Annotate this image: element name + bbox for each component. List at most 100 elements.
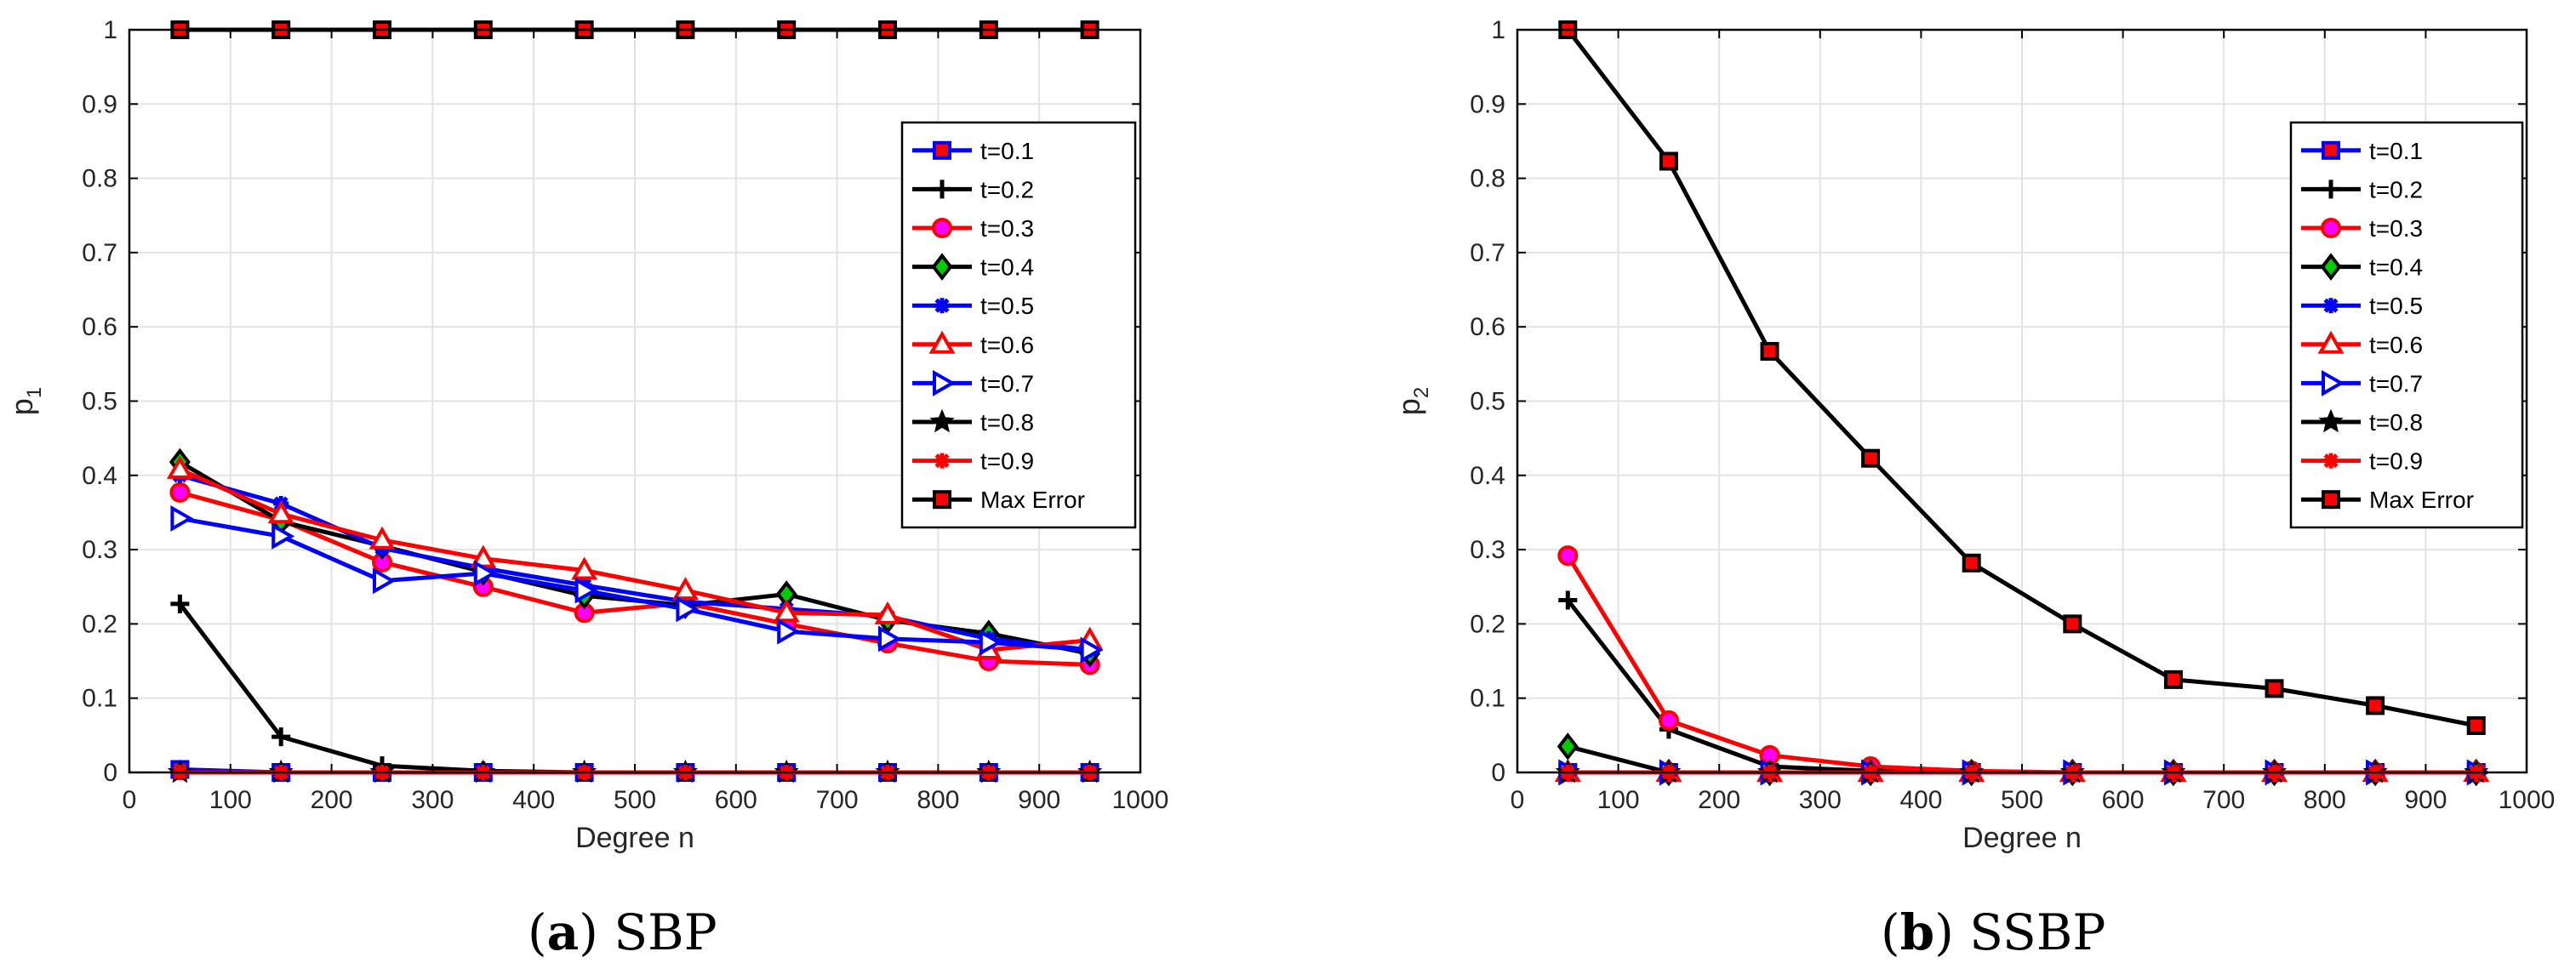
data-point <box>1558 590 1578 610</box>
y-tick-label: 0.7 <box>82 239 117 267</box>
y-tick-label: 1 <box>103 16 117 44</box>
legend-entry: t=0.9 <box>2301 448 2423 475</box>
legend-entry: Max Error <box>2301 487 2474 513</box>
data-point <box>676 595 700 623</box>
y-tick-label: 0.7 <box>1470 239 1505 267</box>
legend-marker <box>934 298 950 314</box>
legend-marker <box>2322 490 2340 510</box>
x-tick-label: 400 <box>1899 786 1942 814</box>
x-tick-label: 300 <box>1799 786 1842 814</box>
legend-entry: t=0.4 <box>912 253 1034 281</box>
x-tick-label: 600 <box>715 786 757 814</box>
x-tick-label: 700 <box>816 786 859 814</box>
legend-marker <box>933 490 951 510</box>
legend-marker <box>2322 179 2340 199</box>
legend-label: t=0.6 <box>2369 332 2423 358</box>
data-point <box>267 500 294 524</box>
x-tick-label: 300 <box>411 786 454 814</box>
legend-entry: t=0.6 <box>2301 330 2423 358</box>
caption-a: (a) SBP <box>528 903 717 961</box>
legend-marker <box>933 140 951 160</box>
data-point <box>2466 716 2486 736</box>
legend-entry: t=0.7 <box>2301 369 2423 396</box>
x-tick-label: 1000 <box>2499 786 2556 814</box>
legend-label: t=0.4 <box>980 254 1034 281</box>
legend-marker <box>933 369 957 396</box>
data-point <box>571 556 598 580</box>
data-point <box>2265 679 2284 698</box>
legend-marker <box>928 330 956 354</box>
legend-label: t=0.9 <box>980 448 1034 475</box>
x-tick-label: 500 <box>2001 786 2043 814</box>
y-tick-label: 0.4 <box>82 462 117 490</box>
legend-label: t=0.1 <box>2369 138 2423 164</box>
x-tick-label: 400 <box>512 786 555 814</box>
caption-b: (b) SSBP <box>1881 903 2106 961</box>
legend-marker <box>2322 140 2340 160</box>
legend-entry: t=0.7 <box>912 369 1034 396</box>
data-point <box>473 560 497 587</box>
legend-marker <box>932 218 952 238</box>
y-tick-label: 0 <box>103 759 117 787</box>
series-t-0-7 <box>170 504 1104 664</box>
data-point <box>773 599 800 623</box>
y-tick-label: 0.6 <box>1470 313 1505 341</box>
data-point <box>170 504 194 532</box>
legend-entry: t=0.1 <box>2301 138 2423 164</box>
data-point <box>2063 614 2082 634</box>
x-tick-label: 900 <box>2404 786 2447 814</box>
legend-marker <box>929 408 955 433</box>
x-tick-label: 900 <box>1018 786 1060 814</box>
legend-entry: t=0.8 <box>2301 408 2423 436</box>
x-tick-label: 0 <box>1511 786 1525 814</box>
x-axis-label: Degree n <box>575 822 694 854</box>
x-tick-label: 800 <box>2304 786 2346 814</box>
legend-label: t=0.1 <box>980 138 1034 164</box>
y-tick-label: 0.2 <box>82 610 117 638</box>
data-point <box>170 594 190 613</box>
x-tick-label: 0 <box>123 786 137 814</box>
legend-entry: t=0.1 <box>912 138 1034 164</box>
legend-label: t=0.3 <box>980 215 1034 242</box>
data-point <box>373 567 397 595</box>
legend-label: t=0.2 <box>980 176 1034 202</box>
x-tick-label: 600 <box>2102 786 2145 814</box>
legend-entry: Max Error <box>912 487 1085 513</box>
y-tick-label: 0.8 <box>82 165 117 193</box>
legend-entry: t=0.5 <box>2301 293 2423 319</box>
legend-marker <box>933 179 951 199</box>
data-point <box>169 481 191 503</box>
data-point <box>1861 448 1881 468</box>
legend-entry: t=0.9 <box>912 448 1034 475</box>
data-point <box>166 455 193 479</box>
x-axis-label: Degree n <box>1962 822 2082 854</box>
data-point <box>2163 669 2183 689</box>
y-tick-label: 0.9 <box>82 90 117 118</box>
x-tick-label: 1000 <box>1112 786 1169 814</box>
x-tick-label: 700 <box>2202 786 2245 814</box>
x-tick-label: 100 <box>209 786 252 814</box>
data-point <box>271 727 291 747</box>
data-point <box>671 577 699 601</box>
data-point <box>979 629 1002 656</box>
y-tick-label: 0.1 <box>82 685 117 713</box>
data-point <box>1962 553 1981 573</box>
legend-entry: t=0.6 <box>912 330 1034 358</box>
legend: t=0.1 t=0.2 t=0.3 t=0.4 t=0.5 t=0.6 t=0.7 t=0.8… <box>900 121 1137 529</box>
y-tick-label: 1 <box>1491 16 1505 44</box>
legend-marker <box>2320 253 2342 281</box>
data-point <box>1556 732 1579 761</box>
y-tick-label: 0.6 <box>82 313 117 341</box>
legend: t=0.1 t=0.2 t=0.3 t=0.4 t=0.5 t=0.6 t=0.7 t=0.8… <box>2289 121 2524 529</box>
legend-label: t=0.6 <box>980 332 1034 358</box>
chart-b: 0 100 200 300 400 500 600 700 800 900 1000 0 0.1 0.2 0… <box>1391 16 2555 854</box>
legend-label: t=0.8 <box>980 409 1034 436</box>
y-tick-label: 0.5 <box>82 388 117 416</box>
legend-marker <box>2323 453 2339 469</box>
y-tick-label: 0.5 <box>1470 388 1505 416</box>
legend-label: t=0.3 <box>2369 215 2423 242</box>
data-point <box>1659 151 1678 171</box>
legend-label: t=0.5 <box>2369 293 2423 319</box>
legend-label: t=0.5 <box>980 293 1034 319</box>
